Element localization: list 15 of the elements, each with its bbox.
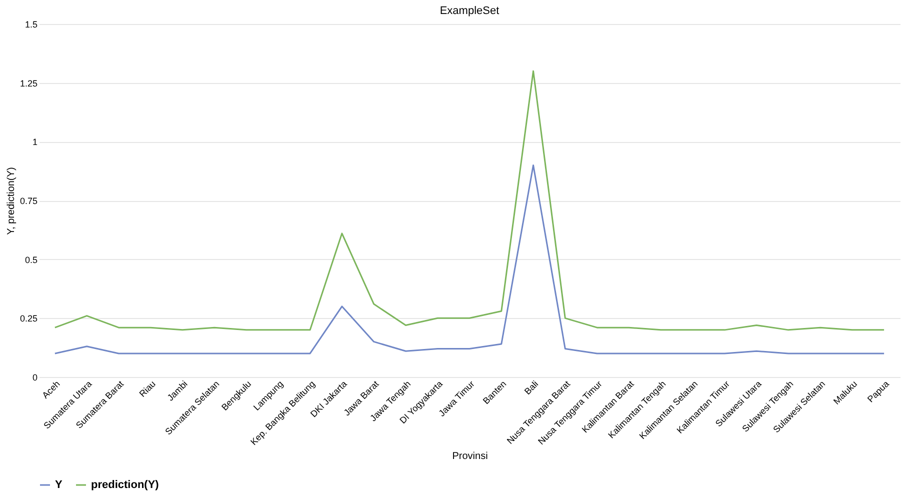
legend-label: Y	[55, 479, 63, 491]
line-series	[54, 164, 885, 354]
y-tick-label: 0.75	[20, 196, 38, 206]
line-series	[54, 70, 885, 331]
chart-title: ExampleSet	[440, 5, 500, 17]
y-tick-label: 0	[32, 372, 38, 382]
y-tick-label: 1.5	[24, 20, 38, 30]
y-axis-title: Y, prediction(Y)	[6, 167, 17, 235]
x-tick-label: Bali	[522, 378, 540, 396]
x-axis-title: Provinsi	[452, 451, 488, 462]
y-tick-label: 1.25	[20, 78, 38, 88]
y-tick-label: 0.25	[20, 314, 38, 324]
legend-label: prediction(Y)	[91, 479, 160, 491]
y-tick-label: 0.5	[24, 254, 38, 265]
y-tick-label: 1	[32, 137, 38, 148]
